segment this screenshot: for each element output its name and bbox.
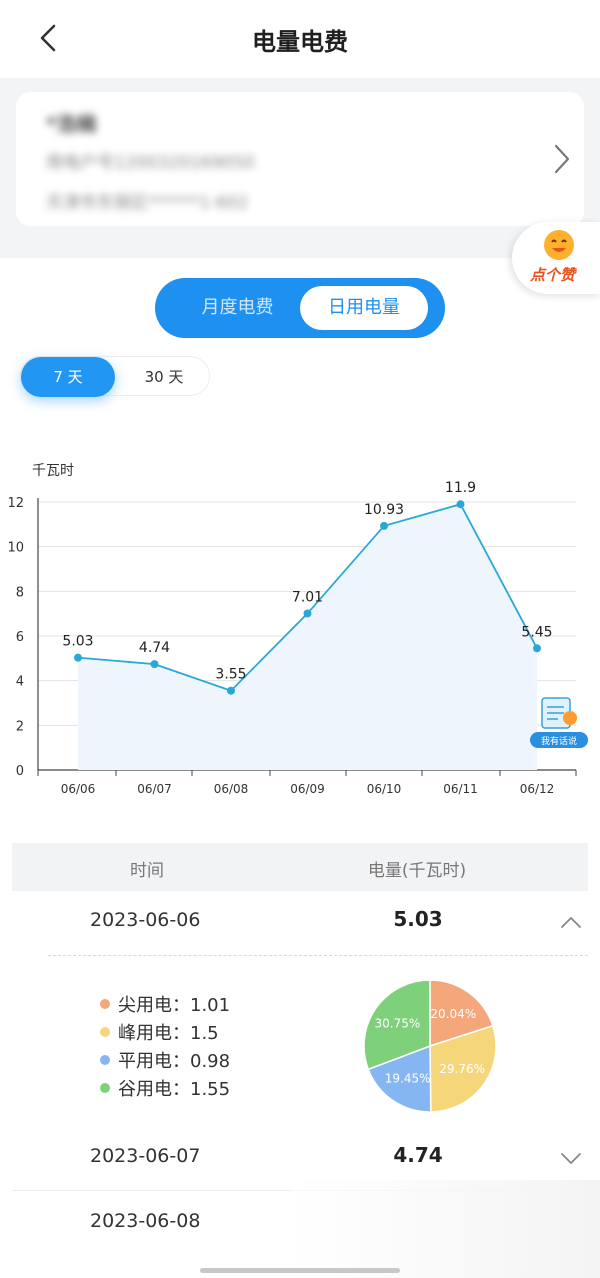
- legend-item: 平用电：0.98: [100, 1046, 320, 1074]
- feedback-label: 我有话说: [541, 735, 577, 747]
- row-value: 4.74: [393, 1143, 443, 1167]
- column-header-power: 电量(千瓦时): [367, 861, 467, 881]
- top-bar: 电量电费: [0, 0, 600, 78]
- account-name: *浩楠: [46, 112, 97, 136]
- data-point: [456, 500, 465, 509]
- y-tick-label: 6: [16, 630, 24, 645]
- legend-item: 谷用电：1.55: [100, 1074, 320, 1102]
- view-tabs: 月度电费 日用电量: [155, 278, 445, 338]
- data-label: 10.93: [364, 502, 404, 518]
- legend-dot: [100, 999, 110, 1009]
- data-point: [303, 609, 312, 618]
- y-tick-label: 2: [16, 719, 24, 734]
- account-card[interactable]: *浩楠 用电户号1200320169050 天津市东丽区******1-602: [16, 92, 584, 226]
- table-row[interactable]: 2023-06-08: [0, 1193, 600, 1253]
- data-label: 4.74: [139, 640, 170, 656]
- x-tick-label: 06/11: [443, 782, 478, 796]
- x-tick-label: 06/10: [367, 782, 402, 796]
- chevron-left-icon: [40, 24, 56, 52]
- pie-slice-label: 29.76%: [439, 1062, 485, 1076]
- back-button[interactable]: [28, 18, 68, 58]
- row-divider: [48, 955, 588, 956]
- like-label: 点个赞: [530, 266, 576, 284]
- x-tick-label: 06/09: [290, 782, 325, 796]
- data-label: 7.01: [292, 589, 323, 605]
- row-date: 2023-06-08: [90, 1210, 201, 1232]
- data-label: 5.45: [521, 624, 552, 640]
- y-tick-label: 10: [7, 541, 24, 556]
- data-point: [380, 521, 388, 530]
- table-header: 时间 电量(千瓦时): [12, 843, 588, 891]
- y-tick-label: 0: [16, 764, 24, 779]
- row-value: 5.03: [393, 907, 443, 931]
- legend-dot: [100, 1083, 110, 1093]
- x-tick-label: 06/07: [137, 782, 172, 796]
- legend-label: 尖用电：1.01: [118, 995, 231, 1016]
- series-area: [78, 504, 537, 770]
- data-point: [227, 686, 235, 695]
- range-7-days-button[interactable]: 7 天: [21, 357, 115, 397]
- pie-slice-label: 20.04%: [430, 1007, 476, 1021]
- legend-dot: [100, 1055, 110, 1065]
- pie-slice-label: 19.45%: [385, 1072, 431, 1086]
- legend-label: 谷用电：1.55: [118, 1079, 231, 1100]
- legend-item: 峰用电：1.5: [100, 1018, 320, 1046]
- page-title: 电量电费: [252, 28, 348, 56]
- x-tick-label: 06/08: [214, 782, 249, 796]
- smiley-face-icon: [544, 230, 574, 260]
- data-label: 11.9: [445, 480, 476, 496]
- range-30-days-button[interactable]: 30 天: [144, 368, 184, 386]
- pie-slice: [429, 1024, 497, 1113]
- x-tick-label: 06/06: [61, 782, 96, 796]
- bottom-overlay: [290, 1180, 600, 1278]
- y-tick-label: 8: [16, 585, 24, 600]
- row-date: 2023-06-07: [90, 1145, 201, 1167]
- tab-daily-usage[interactable]: 日用电量: [300, 286, 428, 330]
- pie-slice: [429, 979, 494, 1048]
- range-toggle: 7 天 30 天: [20, 356, 210, 397]
- data-point: [150, 660, 159, 669]
- account-number: 用电户号1200320169050: [46, 153, 255, 173]
- usage-breakdown-pie: 20.04% 29.76% 19.45% 30.75%: [363, 979, 497, 1113]
- y-axis-label: 千瓦时: [32, 463, 74, 479]
- table-row[interactable]: 2023-06-07 4.74: [0, 1128, 600, 1188]
- data-label: 3.55: [215, 667, 246, 683]
- like-badge[interactable]: 点个赞: [512, 222, 600, 294]
- daily-usage-chart: 千瓦时 0 2 4 6 8 10 12 06/06 06/07 06/08 06/09 06/10 06/…: [7, 463, 577, 796]
- table-row[interactable]: 2023-06-06 5.03: [0, 892, 600, 952]
- chevron-up-icon[interactable]: [560, 914, 582, 930]
- legend-label: 平用电：0.98: [118, 1051, 231, 1072]
- pie-slice: [363, 979, 431, 1071]
- legend-label: 峰用电：1.5: [118, 1023, 219, 1044]
- tab-monthly-bill[interactable]: 月度电费: [201, 297, 274, 318]
- column-header-time: 时间: [130, 861, 164, 881]
- y-tick-label: 4: [16, 675, 24, 690]
- usage-breakdown-legend: 尖用电：1.01 峰用电：1.5 平用电：0.98 谷用电：1.55: [100, 990, 320, 1102]
- row-date: 2023-06-06: [90, 909, 201, 931]
- legend-dot: [100, 1027, 110, 1037]
- x-tick-label: 06/12: [520, 782, 555, 796]
- feedback-icon: 我有话说: [530, 697, 588, 748]
- home-indicator: [200, 1268, 400, 1273]
- y-tick-label: 12: [7, 496, 24, 511]
- account-address: 天津市东丽区******1-602: [46, 193, 249, 213]
- data-point: [74, 653, 82, 662]
- data-label: 5.03: [62, 634, 93, 650]
- chevron-down-icon[interactable]: [560, 1150, 582, 1166]
- legend-item: 尖用电：1.01: [100, 990, 320, 1018]
- pie-slice-label: 30.75%: [375, 1016, 421, 1030]
- pie-slice: [367, 1044, 432, 1113]
- data-point: [533, 644, 541, 653]
- feedback-button[interactable]: 我有话说: [528, 696, 590, 750]
- chevron-right-icon: [554, 144, 570, 174]
